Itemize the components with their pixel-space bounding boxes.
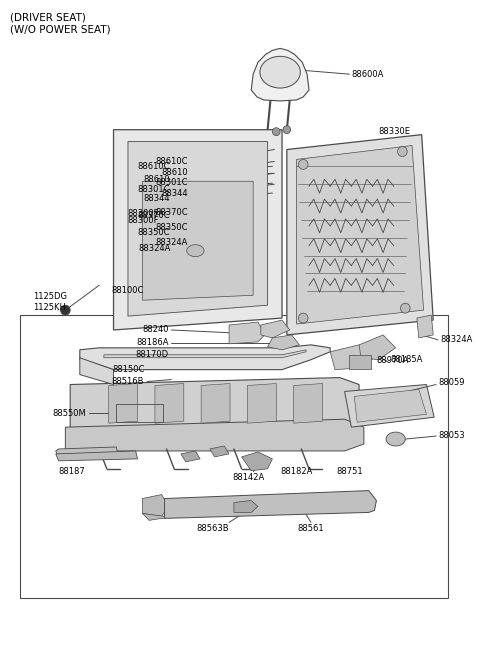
Polygon shape xyxy=(359,335,396,360)
Text: 88301C: 88301C xyxy=(155,178,188,187)
Text: 88185A: 88185A xyxy=(390,355,422,364)
Text: 88350C: 88350C xyxy=(138,229,170,237)
Text: 88563B: 88563B xyxy=(196,524,229,533)
Polygon shape xyxy=(417,315,433,338)
Ellipse shape xyxy=(260,56,300,88)
Text: 88150C: 88150C xyxy=(112,365,144,374)
Text: 88516B: 88516B xyxy=(112,377,144,386)
Polygon shape xyxy=(354,390,426,422)
Text: 88550M: 88550M xyxy=(53,409,86,418)
Ellipse shape xyxy=(386,432,405,446)
Text: 88344: 88344 xyxy=(144,194,170,202)
Circle shape xyxy=(299,159,308,170)
Polygon shape xyxy=(70,377,359,429)
Polygon shape xyxy=(128,141,267,316)
Text: 88330E: 88330E xyxy=(378,127,410,136)
Polygon shape xyxy=(155,384,184,423)
Polygon shape xyxy=(261,320,290,338)
Bar xyxy=(349,355,371,369)
Text: 88100C: 88100C xyxy=(111,286,144,295)
Text: 88324A: 88324A xyxy=(440,335,472,345)
Text: 88324A: 88324A xyxy=(138,244,170,253)
Polygon shape xyxy=(234,500,258,512)
Polygon shape xyxy=(294,384,323,423)
Polygon shape xyxy=(287,135,433,335)
Text: 88053: 88053 xyxy=(438,430,465,440)
Circle shape xyxy=(400,303,410,313)
Circle shape xyxy=(273,128,280,136)
Text: 88610C: 88610C xyxy=(138,162,170,171)
Text: (W/O POWER SEAT): (W/O POWER SEAT) xyxy=(11,25,111,35)
Circle shape xyxy=(299,313,308,323)
Text: 88561: 88561 xyxy=(298,524,324,533)
Text: 88301C: 88301C xyxy=(138,185,170,194)
Text: 88187: 88187 xyxy=(59,467,85,476)
Polygon shape xyxy=(201,384,230,423)
Text: 88610: 88610 xyxy=(144,175,170,184)
Text: 88170D: 88170D xyxy=(135,350,168,359)
Circle shape xyxy=(60,305,70,315)
Text: 88751: 88751 xyxy=(336,467,363,476)
Text: 88370C: 88370C xyxy=(138,212,170,221)
Text: 88350C: 88350C xyxy=(155,223,188,233)
Polygon shape xyxy=(143,495,168,516)
Text: (DRIVER SEAT): (DRIVER SEAT) xyxy=(11,12,86,23)
Text: 88370C: 88370C xyxy=(155,208,188,217)
Text: 88610C: 88610C xyxy=(155,157,188,166)
Polygon shape xyxy=(113,130,282,330)
Polygon shape xyxy=(241,452,273,471)
Text: 88059: 88059 xyxy=(438,378,465,387)
Polygon shape xyxy=(229,322,264,344)
Text: 1125KH: 1125KH xyxy=(34,303,66,312)
Polygon shape xyxy=(56,447,119,459)
Text: 88240: 88240 xyxy=(142,326,168,335)
Text: 88142A: 88142A xyxy=(232,473,264,482)
Polygon shape xyxy=(267,335,300,350)
Circle shape xyxy=(397,147,407,157)
Polygon shape xyxy=(247,384,276,423)
Ellipse shape xyxy=(187,245,204,257)
Polygon shape xyxy=(80,345,330,369)
Text: 88970A: 88970A xyxy=(376,356,409,365)
Text: 88300F: 88300F xyxy=(127,210,159,219)
Polygon shape xyxy=(181,451,200,462)
Polygon shape xyxy=(345,384,434,427)
Text: 1125DG: 1125DG xyxy=(34,291,68,301)
Polygon shape xyxy=(56,451,138,461)
Text: 88324A: 88324A xyxy=(156,238,188,247)
Polygon shape xyxy=(65,419,364,451)
Text: 88182A: 88182A xyxy=(280,467,312,476)
Polygon shape xyxy=(297,145,423,324)
Polygon shape xyxy=(104,350,306,358)
Polygon shape xyxy=(251,48,309,101)
Text: 88186A: 88186A xyxy=(136,339,168,347)
Circle shape xyxy=(283,126,291,134)
Polygon shape xyxy=(108,384,138,423)
Polygon shape xyxy=(210,446,229,457)
Text: 88344: 88344 xyxy=(161,189,188,198)
Polygon shape xyxy=(143,181,253,300)
Polygon shape xyxy=(143,514,165,520)
Bar xyxy=(20,315,448,598)
Text: 88610: 88610 xyxy=(161,168,188,177)
Text: 88300F: 88300F xyxy=(127,216,159,225)
Text: 88600A: 88600A xyxy=(351,69,384,79)
Polygon shape xyxy=(330,345,373,369)
Polygon shape xyxy=(165,491,376,518)
Polygon shape xyxy=(80,358,113,384)
Bar xyxy=(117,404,163,422)
